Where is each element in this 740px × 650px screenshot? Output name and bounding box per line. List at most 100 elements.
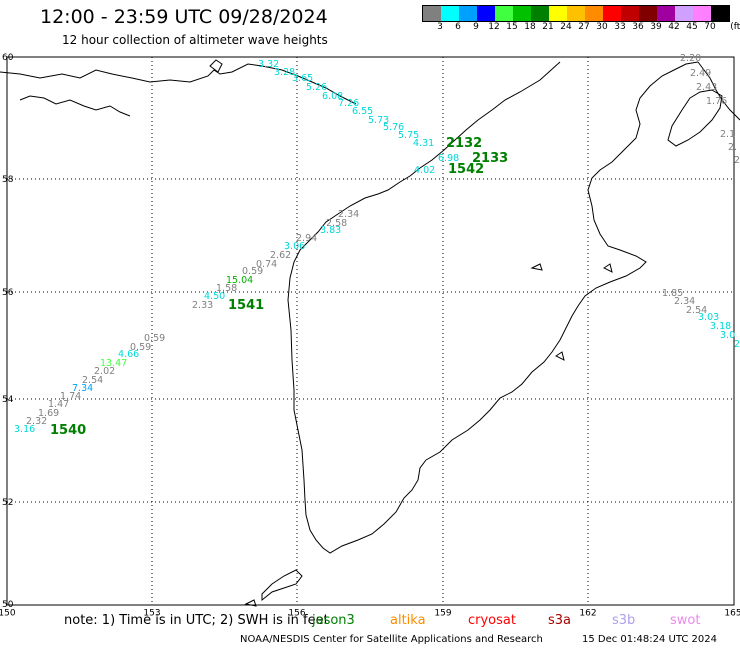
swh-reading: 4.50	[204, 291, 225, 302]
swh-reading: 1.85	[662, 288, 683, 299]
track-id-label: 1541	[228, 298, 264, 313]
page-subtitle: 12 hour collection of altimeter wave hei…	[62, 33, 328, 47]
swh-reading: 13.47	[100, 358, 127, 369]
credit-text: NOAA/NESDIS Center for Satellite Applica…	[240, 634, 543, 645]
legend-label: 45	[686, 22, 698, 32]
legend-unit: (ft)	[730, 22, 740, 32]
swh-reading: 5.75	[398, 130, 419, 141]
sat-label-jason: jason3	[312, 613, 355, 628]
coastline	[0, 59, 740, 607]
swh-reading: 2.02	[94, 366, 115, 377]
small-island-north	[209, 59, 223, 73]
swh-reading: 7.34	[72, 383, 93, 394]
swh-reading: 3.18	[710, 321, 731, 332]
swh-reading: 4.31	[413, 138, 434, 149]
legend-label: 33	[614, 22, 626, 32]
sat-label-swot: swot	[670, 613, 701, 628]
legend-label: 36	[632, 22, 644, 32]
swh-reading: 2.34	[674, 296, 695, 307]
track-id-label: 1540	[50, 423, 86, 438]
legend-swatch	[675, 6, 693, 21]
kuril-island-2	[244, 599, 257, 607]
sat-label-s3a: s3a	[548, 613, 572, 628]
legend-swatch	[513, 6, 531, 21]
altimeter-tracks: 3.323.283.655.266.087.266.555.735.765.75…	[14, 53, 740, 438]
legend-swatch	[693, 6, 711, 21]
legend-label: 42	[668, 22, 680, 32]
sat-label-s3b: s3b	[612, 613, 636, 628]
lat-tick-label: 50	[2, 600, 14, 610]
northeast-coast	[697, 61, 740, 121]
swh-reading: 0.59	[130, 342, 151, 353]
legend-swatch	[567, 6, 585, 21]
legend-label: 3	[437, 22, 443, 32]
lon-tick-label: 162	[579, 609, 596, 619]
swh-reading: 5.73	[368, 115, 389, 126]
swh-reading: 0.74	[256, 259, 277, 270]
wave-height-color-legend	[422, 5, 730, 22]
lon-tick-label: 150	[0, 609, 16, 619]
okhotsk-north-coast	[0, 63, 357, 105]
legend-swatch	[441, 6, 459, 21]
swh-reading: 2.49	[690, 68, 711, 79]
islet-east-3	[603, 263, 613, 273]
track-id-label: 2132	[446, 136, 482, 151]
swh-reading: 0.59	[242, 266, 263, 277]
kamchatka-west-coast	[287, 61, 561, 554]
lon-tick-label: 156	[288, 609, 305, 619]
map-frame	[6, 56, 735, 606]
swh-reading: 3.0	[720, 330, 735, 341]
legend-swatch	[639, 6, 657, 21]
swh-reading: 5.76	[383, 122, 404, 133]
swh-reading: 15.04	[226, 275, 253, 286]
swh-reading: 2.62	[270, 250, 291, 261]
lon-tick-label: 165	[724, 609, 740, 619]
islet-east-1	[530, 263, 543, 271]
swh-reading: 2.54	[82, 375, 103, 386]
legend-label: 12	[488, 22, 500, 32]
legend-label: 9	[473, 22, 479, 32]
swh-reading: 3.28	[274, 67, 295, 78]
legend-swatch	[549, 6, 567, 21]
okhotsk-coast-inlet	[19, 95, 131, 117]
swh-reading: 2.	[728, 142, 737, 153]
swh-reading: 0.59	[144, 333, 165, 344]
swh-reading: 2	[734, 155, 740, 166]
islet-east-2	[555, 351, 565, 361]
kamchatka-east-coast	[425, 61, 699, 461]
swh-reading: 3.03	[698, 312, 719, 323]
swh-reading: 6.08	[322, 91, 343, 102]
swh-reading: 7.26	[338, 98, 359, 109]
legend-swatch	[531, 6, 549, 21]
swh-reading: 3.83	[320, 225, 341, 236]
swh-reading: 3.16	[14, 424, 35, 435]
swh-reading: 1.58	[216, 283, 237, 294]
swh-reading: 2.43	[696, 82, 717, 93]
legend-swatch	[711, 6, 729, 21]
legend-swatch	[657, 6, 675, 21]
sat-label-altika: altika	[390, 613, 426, 628]
swh-reading: 2.94	[296, 233, 317, 244]
swh-reading: 2	[734, 339, 740, 350]
footer-note: note: 1) Time is in UTC; 2) SWH is in fe…	[64, 613, 329, 628]
track-id-label: 1542	[448, 162, 484, 177]
sat-label-cryosat: cryosat	[468, 613, 516, 628]
lat-tick-label: 58	[2, 175, 14, 185]
legend-label: 18	[524, 22, 536, 32]
legend-swatch	[459, 6, 477, 21]
swh-reading: 3.06	[284, 241, 305, 252]
legend-label: 21	[542, 22, 554, 32]
lat-tick-label: 54	[2, 395, 14, 405]
legend-label: 30	[596, 22, 608, 32]
lon-tick-label: 159	[434, 609, 451, 619]
legend-label: 27	[578, 22, 590, 32]
swh-reading: 2.54	[686, 305, 707, 316]
legend-label: 70	[704, 22, 716, 32]
legend-swatch	[603, 6, 621, 21]
map-grid: 150 153 156 159 162 165 60 58 56 54 52 50	[0, 53, 740, 619]
legend-label: 24	[560, 22, 572, 32]
swh-reading: 1.76	[706, 96, 727, 107]
legend-swatch	[585, 6, 603, 21]
